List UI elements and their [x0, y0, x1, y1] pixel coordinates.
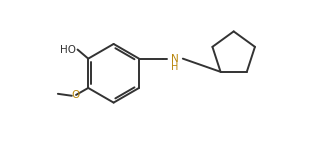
Text: N: N	[171, 54, 178, 64]
Text: O: O	[71, 91, 80, 101]
Text: HO: HO	[60, 45, 76, 55]
Text: H: H	[171, 62, 178, 72]
